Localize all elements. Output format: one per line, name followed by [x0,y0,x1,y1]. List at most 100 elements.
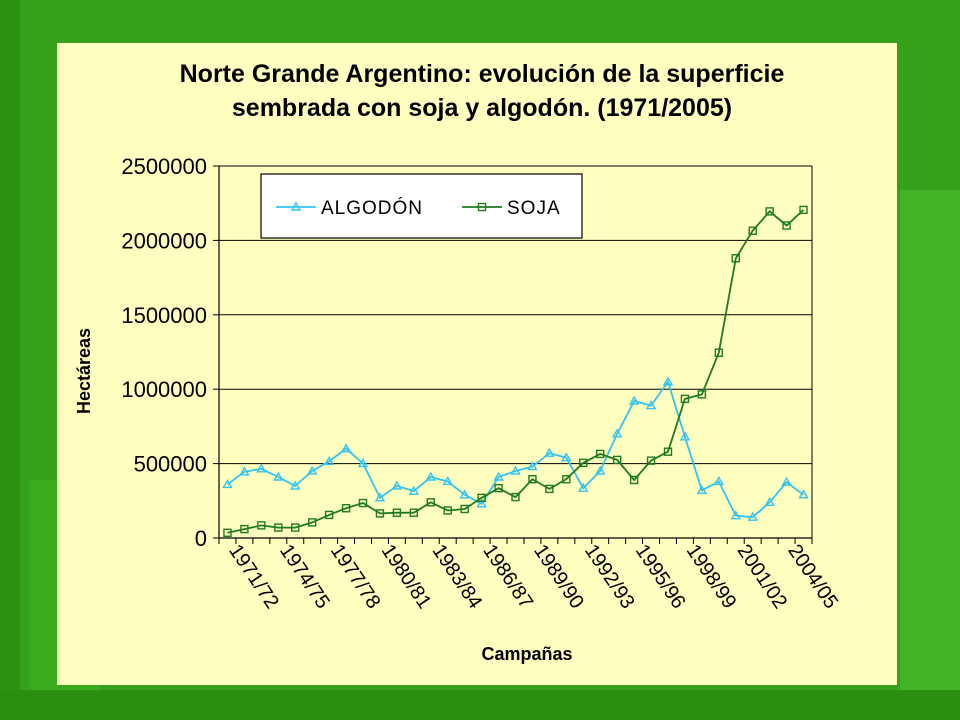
point-algodon-21 [578,482,589,492]
y-tick-label-4: 2000000 [121,228,207,253]
point-soja-12 [426,498,435,507]
x-tick-label-1989-90: 1989/90 [529,540,588,612]
x-tick-label-1986-87: 1986/87 [478,540,537,612]
point-soja-16 [494,483,503,493]
x-tick-label-1995-96: 1995/96 [631,540,690,612]
point-algodon-12 [425,471,436,481]
y-tick-label-2: 1000000 [121,377,207,402]
point-soja-1 [240,524,249,534]
x-tick-label-2004-05: 2004/05 [783,540,842,612]
point-soja-28 [697,390,707,399]
point-algodon-6 [323,455,335,466]
background-stripe-bottom [0,690,960,720]
x-tick-label-1971-72: 1971/72 [224,540,283,612]
point-soja-7 [341,504,351,513]
line-chart: Norte Grande Argentino: evolución de la … [74,60,842,664]
point-algodon-32 [764,496,775,506]
point-soja-2 [257,521,266,530]
point-soja-21 [579,458,588,468]
point-soja-31 [748,226,757,235]
point-algodon-7 [340,443,352,453]
point-algodon-5 [306,465,318,475]
point-algodon-24 [628,395,640,405]
legend-label-soja: SOJA [507,198,561,219]
point-soja-5 [307,518,317,527]
point-algodon-8 [357,458,369,468]
point-soja-6 [324,510,334,520]
point-algodon-17 [510,465,521,475]
point-algodon-22 [595,465,606,475]
x-tick-label-1992-93: 1992/93 [580,540,639,612]
point-algodon-2 [256,463,267,473]
point-soja-25 [646,456,656,465]
point-soja-9 [375,509,385,518]
x-tick-label-2001-02: 2001/02 [733,540,792,612]
x-axis-tick-labels: 1971/721974/751977/781980/811983/841986/… [224,540,842,612]
x-axis-title: Campañas [481,644,572,664]
x-tick-label-1974-75: 1974/75 [275,540,334,612]
y-tick-label-5: 2500000 [121,154,207,179]
y-tick-label-3: 1500000 [121,303,207,328]
x-tick-label-1998-99: 1998/99 [682,540,741,612]
chart-title-line-2: sembrada con soja y algodón. (1971/2005) [232,94,732,122]
x-tick-label-1983-84: 1983/84 [428,540,487,612]
legend: ALGODÓN SOJA [260,173,583,239]
point-soja-20 [562,475,571,484]
point-soja-33 [782,221,791,230]
chart-panel: Norte Grande Argentino: evolución de la … [57,43,897,685]
point-algodon-0 [222,479,233,489]
point-soja-23 [612,455,622,465]
legend-marker-soja [477,202,487,212]
point-algodon-3 [273,471,284,481]
point-algodon-25 [645,400,657,410]
gridlines [219,165,812,465]
point-algodon-33 [781,476,792,486]
point-soja-30 [731,254,740,263]
point-soja-27 [680,394,690,404]
series-soja [223,205,808,537]
point-soja-14 [460,504,469,514]
point-algodon-11 [408,485,420,495]
axes [213,165,813,544]
point-soja-32 [765,207,774,216]
point-soja-18 [528,475,537,484]
point-algodon-1 [239,466,250,476]
point-soja-10 [392,508,402,517]
point-algodon-13 [442,476,453,486]
point-algodon-34 [798,489,809,499]
point-algodon-9 [374,492,386,502]
background-stripe-left [0,0,20,720]
point-algodon-29 [713,476,725,486]
legend-label-algodon: ALGODÓN [321,197,423,219]
point-soja-22 [596,449,605,459]
point-algodon-20 [561,452,572,462]
point-algodon-23 [611,428,623,438]
legend-marker-algodon [290,201,302,211]
point-soja-3 [274,523,283,532]
point-algodon-27 [679,431,691,441]
x-tick-label-1977-78: 1977/78 [326,540,385,612]
series-algodon [222,376,809,521]
point-algodon-16 [493,471,504,481]
point-algodon-19 [544,447,555,457]
series-line-soja [227,209,805,534]
point-soja-0 [223,528,232,537]
point-soja-19 [545,484,554,494]
point-algodon-28 [696,484,708,495]
point-algodon-18 [527,461,538,471]
point-soja-34 [799,205,808,215]
point-soja-4 [291,523,300,532]
point-soja-13 [443,506,452,515]
background-block-right [900,190,960,720]
y-axis-title: Hectáreas [74,328,94,414]
x-tick-label-1980-81: 1980/81 [377,540,436,612]
y-tick-label-0: 0 [195,526,207,551]
legend-box [260,173,583,239]
chart-title-line-1: Norte Grande Argentino: evolución de la … [180,60,785,88]
point-soja-17 [511,492,520,502]
point-soja-15 [477,493,486,503]
point-soja-24 [629,475,639,485]
y-axis-tick-labels: 0 500000 1000000 1500000 2000000 2500000 [121,154,207,551]
data-series [222,205,809,537]
point-soja-11 [409,508,419,517]
